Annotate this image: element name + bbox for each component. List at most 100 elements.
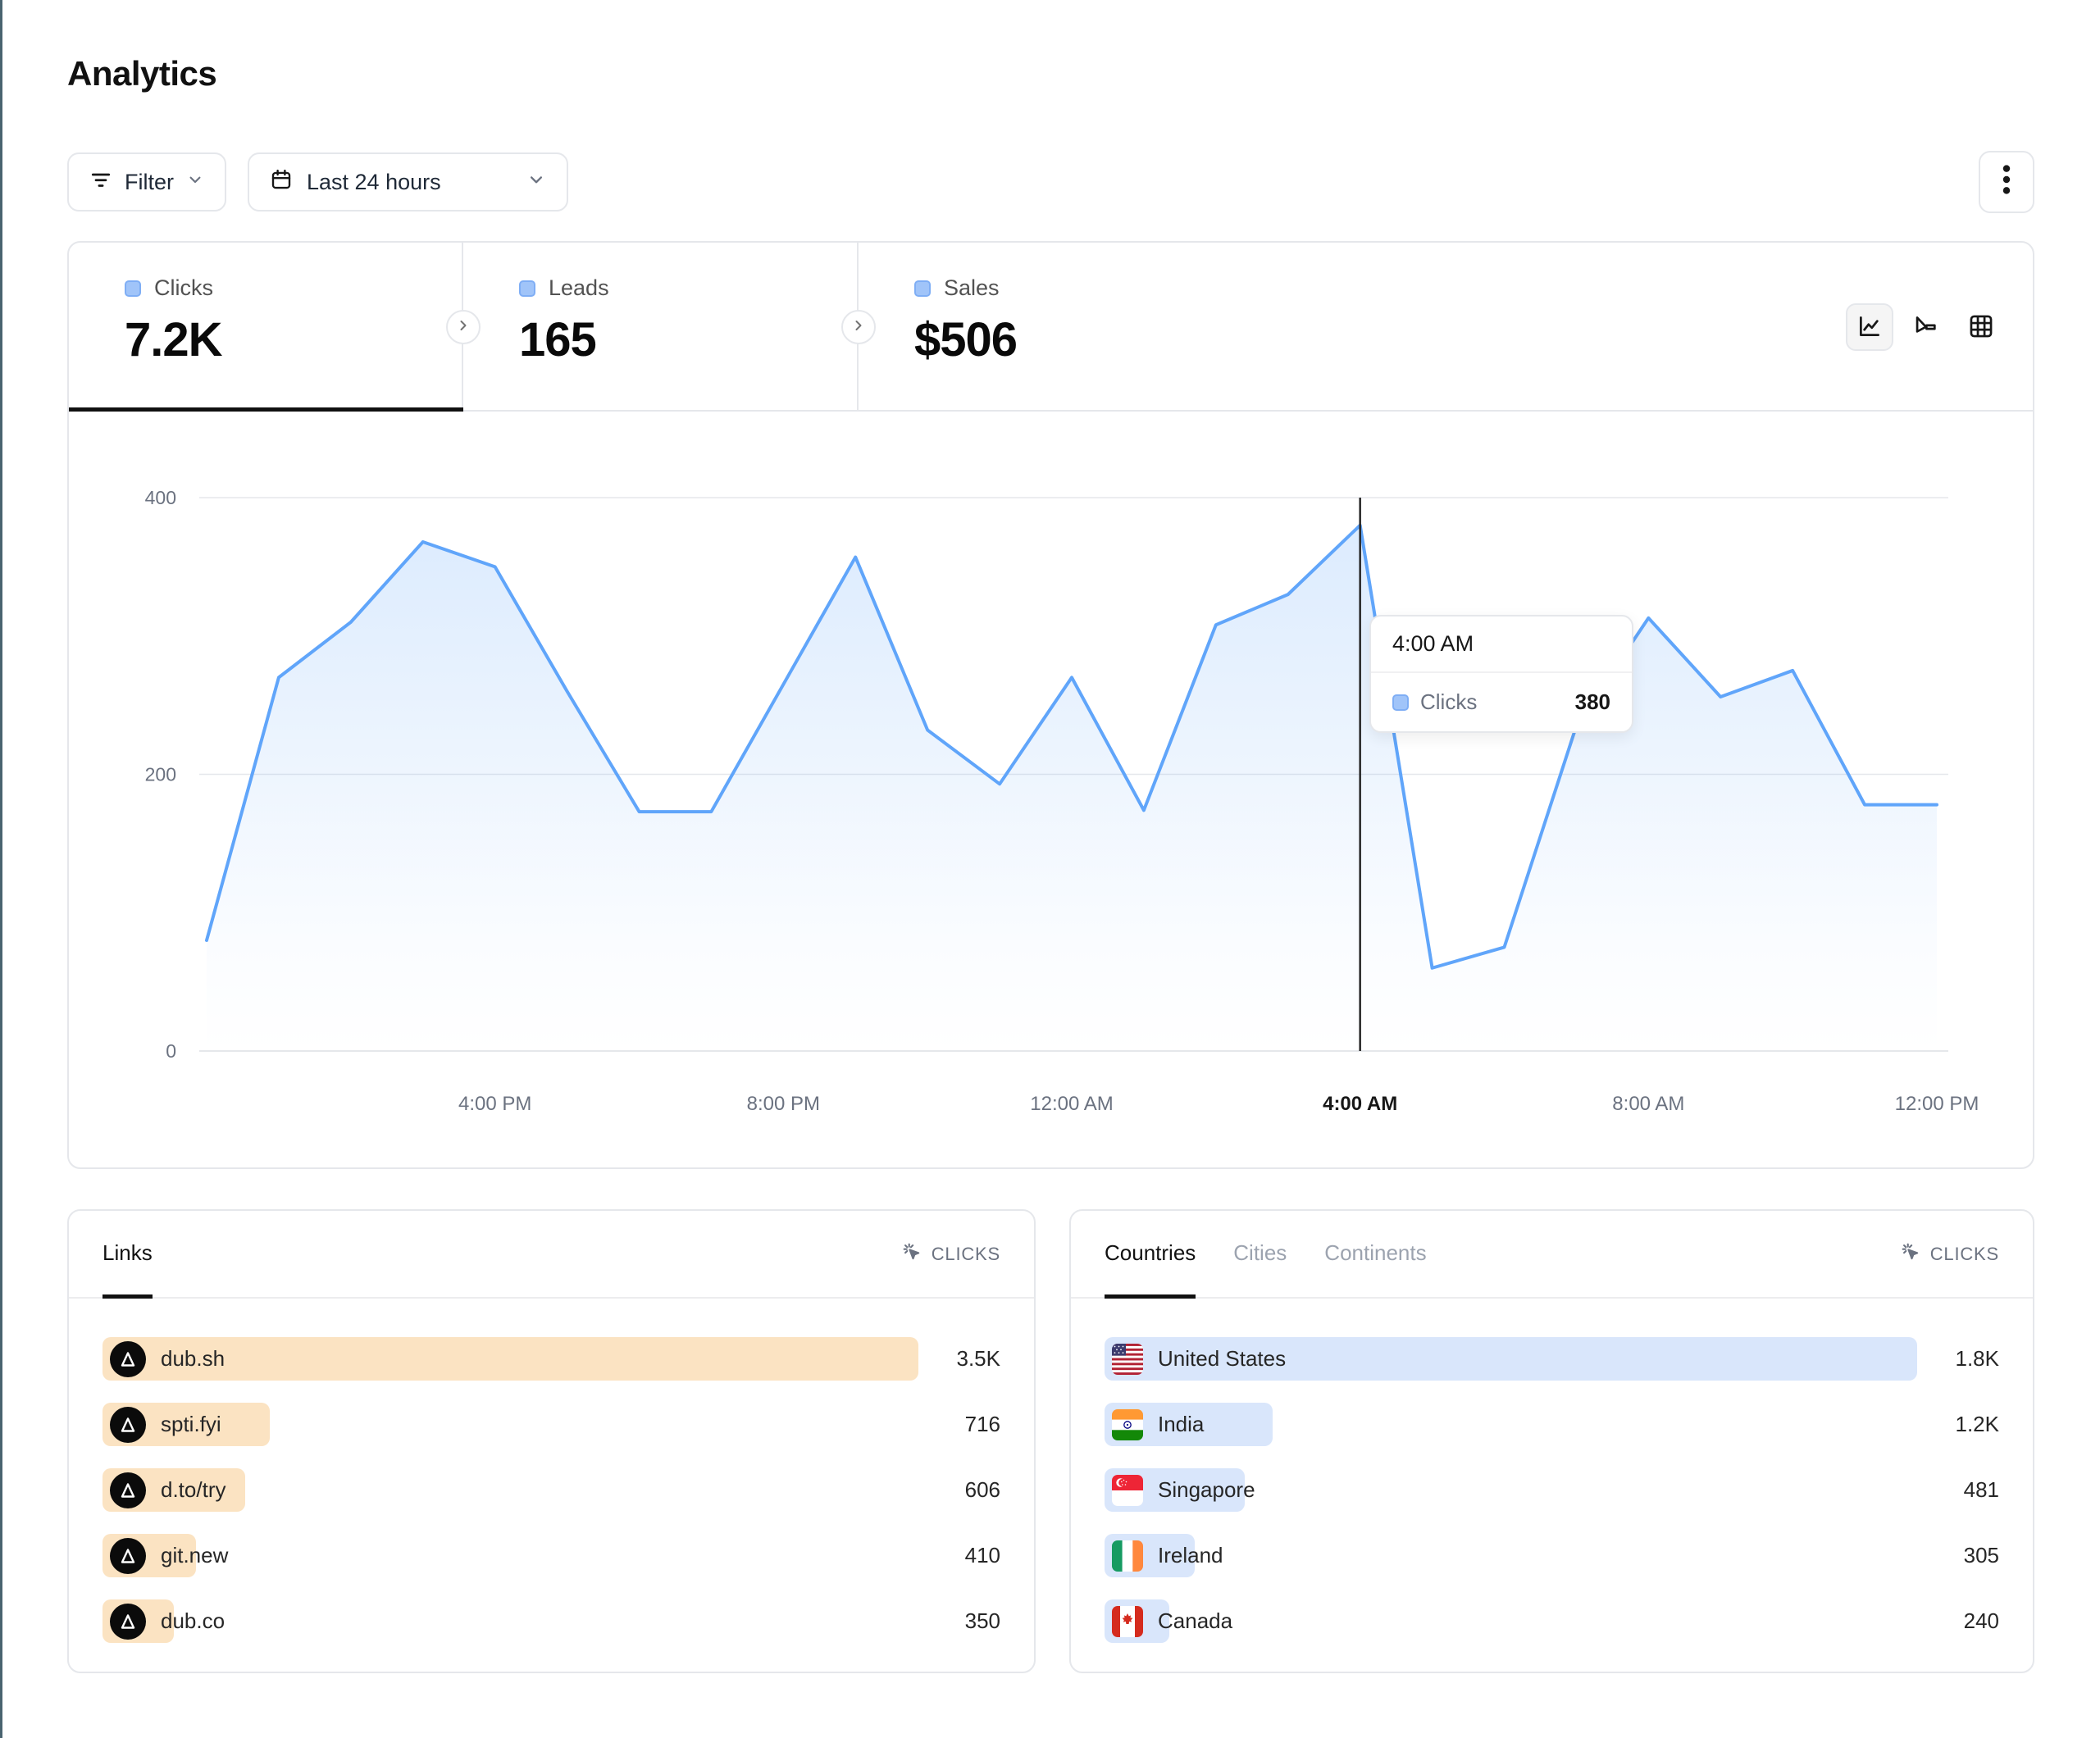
link-clicks-value: 410 bbox=[964, 1543, 1000, 1567]
tab-continents[interactable]: Continents bbox=[1324, 1240, 1427, 1265]
flag-india-icon bbox=[1112, 1408, 1143, 1440]
country-row-singapore[interactable]: Singapore 481 bbox=[1071, 1468, 2033, 1512]
link-label: d.to/try bbox=[161, 1477, 226, 1502]
country-clicks-value: 481 bbox=[1963, 1477, 1999, 1502]
country-label: Singapore bbox=[1158, 1477, 1255, 1502]
clicks-legend-swatch-icon bbox=[125, 280, 141, 297]
stat-tab-leads[interactable]: Leads 165 bbox=[463, 243, 859, 410]
chart-view-toggles bbox=[1846, 303, 2005, 351]
metric-label: CLICKS bbox=[1929, 1243, 1999, 1264]
country-row-ireland[interactable]: Ireland 305 bbox=[1071, 1534, 2033, 1577]
table-view-button[interactable] bbox=[1957, 303, 2005, 351]
country-row-united-states[interactable]: United States 1.8K bbox=[1071, 1337, 2033, 1381]
stat-tab-clicks[interactable]: Clicks 7.2K bbox=[69, 243, 463, 410]
line-chart-view-button[interactable] bbox=[1846, 303, 1893, 351]
link-label: git.new bbox=[161, 1543, 229, 1567]
stats-header: Clicks 7.2K Leads 165 Sales $506 bbox=[69, 243, 2033, 412]
stat-value-clicks: 7.2K bbox=[125, 313, 223, 366]
svg-text:12:00 AM: 12:00 AM bbox=[1030, 1093, 1113, 1115]
kebab-menu-icon bbox=[1994, 162, 2019, 202]
link-label: dub.co bbox=[161, 1608, 225, 1633]
country-label: Canada bbox=[1158, 1608, 1233, 1633]
link-clicks-value: 350 bbox=[964, 1608, 1000, 1633]
chart-svg: 0 200 400 4:00 PM 8:00 PM 12:00 AM 4:00 AM 8:00… bbox=[145, 487, 1979, 1115]
clicks-time-series-chart[interactable]: 0 200 400 4:00 PM 8:00 PM 12:00 AM 4:00 AM 8:00… bbox=[69, 412, 2033, 1167]
sales-legend-swatch-icon bbox=[914, 280, 931, 297]
tooltip-series-label: Clicks bbox=[1420, 689, 1478, 714]
country-label: India bbox=[1158, 1412, 1205, 1436]
link-clicks-value: 3.5K bbox=[956, 1346, 1001, 1371]
toolbar: Filter Last 24 hours bbox=[67, 151, 2034, 213]
country-clicks-value: 1.8K bbox=[1955, 1346, 2000, 1371]
svg-text:8:00 PM: 8:00 PM bbox=[747, 1093, 820, 1115]
flag-canada-icon bbox=[1112, 1605, 1143, 1637]
country-label: Ireland bbox=[1158, 1543, 1223, 1567]
tooltip-value: 380 bbox=[1574, 689, 1610, 714]
stat-value-leads: 165 bbox=[519, 313, 597, 366]
table-grid-icon bbox=[1967, 312, 1995, 343]
dub-logo-icon bbox=[110, 1603, 146, 1640]
date-range-label: Last 24 hours bbox=[307, 169, 441, 194]
link-row-spti-fyi[interactable]: spti.fyi 716 bbox=[69, 1403, 1034, 1446]
tab-cities[interactable]: Cities bbox=[1233, 1240, 1287, 1265]
tab-links[interactable]: Links bbox=[102, 1211, 153, 1299]
calendar-icon bbox=[269, 167, 294, 198]
chevron-right-icon bbox=[455, 317, 471, 338]
tab-countries[interactable]: Countries bbox=[1105, 1211, 1196, 1299]
link-row-dub-co[interactable]: dub.co 350 bbox=[69, 1599, 1034, 1643]
link-clicks-value: 606 bbox=[964, 1477, 1000, 1502]
svg-text:4:00 AM: 4:00 AM bbox=[1323, 1093, 1397, 1115]
countries-panel: Countries Cities Continents CLICKS bbox=[1069, 1209, 2034, 1673]
stat-label: Clicks bbox=[154, 275, 213, 300]
analytics-chart-card: Clicks 7.2K Leads 165 Sales $506 bbox=[67, 241, 2034, 1169]
link-row-git-new[interactable]: git.new 410 bbox=[69, 1534, 1034, 1577]
svg-text:200: 200 bbox=[145, 764, 176, 785]
dub-logo-icon bbox=[110, 1537, 146, 1574]
country-clicks-value: 240 bbox=[1963, 1608, 1999, 1633]
flag-united-states-icon bbox=[1112, 1343, 1143, 1375]
tooltip-legend-swatch-icon bbox=[1392, 694, 1409, 711]
country-clicks-value: 1.2K bbox=[1955, 1412, 2000, 1436]
funnel-chart-icon bbox=[1911, 312, 1939, 343]
active-tab-indicator bbox=[69, 407, 463, 412]
country-clicks-value: 305 bbox=[1963, 1543, 1999, 1567]
cursor-click-icon bbox=[1899, 1240, 1922, 1268]
svg-text:12:00 PM: 12:00 PM bbox=[1895, 1093, 1979, 1115]
line-chart-icon bbox=[1856, 312, 1884, 343]
page-title: Analytics bbox=[67, 54, 217, 93]
links-metric-header[interactable]: CLICKS bbox=[900, 1211, 1000, 1297]
stat-label: Sales bbox=[944, 275, 1000, 300]
country-row-canada[interactable]: Canada 240 bbox=[1071, 1599, 2033, 1643]
svg-text:8:00 AM: 8:00 AM bbox=[1612, 1093, 1684, 1115]
window-edge-strip bbox=[0, 0, 2, 1738]
funnel-chart-view-button[interactable] bbox=[1902, 303, 1949, 351]
link-label: spti.fyi bbox=[161, 1412, 221, 1436]
expand-clicks-button[interactable] bbox=[446, 310, 481, 344]
metric-label: CLICKS bbox=[931, 1243, 1000, 1264]
country-row-india[interactable]: India 1.2K bbox=[1071, 1403, 2033, 1446]
stat-tab-sales[interactable]: Sales $506 bbox=[859, 243, 1018, 410]
filter-button-label: Filter bbox=[125, 169, 174, 194]
more-options-button[interactable] bbox=[1979, 151, 2034, 213]
chevron-right-icon bbox=[850, 317, 867, 338]
link-row-d-to-try[interactable]: d.to/try 606 bbox=[69, 1468, 1034, 1512]
expand-leads-button[interactable] bbox=[841, 310, 876, 344]
bar bbox=[1105, 1337, 1917, 1381]
flag-ireland-icon bbox=[1112, 1540, 1143, 1572]
date-range-select[interactable]: Last 24 hours bbox=[248, 152, 568, 212]
chevron-down-icon bbox=[526, 169, 547, 196]
link-row-dub-sh[interactable]: dub.sh 3.5K bbox=[69, 1337, 1034, 1381]
flag-singapore-icon bbox=[1112, 1474, 1143, 1506]
link-clicks-value: 716 bbox=[964, 1412, 1000, 1436]
svg-text:400: 400 bbox=[145, 487, 176, 508]
countries-metric-header[interactable]: CLICKS bbox=[1899, 1211, 1999, 1297]
leads-legend-swatch-icon bbox=[519, 280, 535, 297]
stat-label: Leads bbox=[549, 275, 609, 300]
dub-logo-icon bbox=[110, 1340, 146, 1377]
links-panel: Links CLICKS bbox=[67, 1209, 1036, 1673]
dub-logo-icon bbox=[110, 1406, 146, 1443]
stat-value-sales: $506 bbox=[914, 313, 1018, 366]
cursor-click-icon bbox=[900, 1240, 923, 1268]
filter-lines-icon bbox=[89, 167, 113, 198]
filter-button[interactable]: Filter bbox=[67, 152, 226, 212]
